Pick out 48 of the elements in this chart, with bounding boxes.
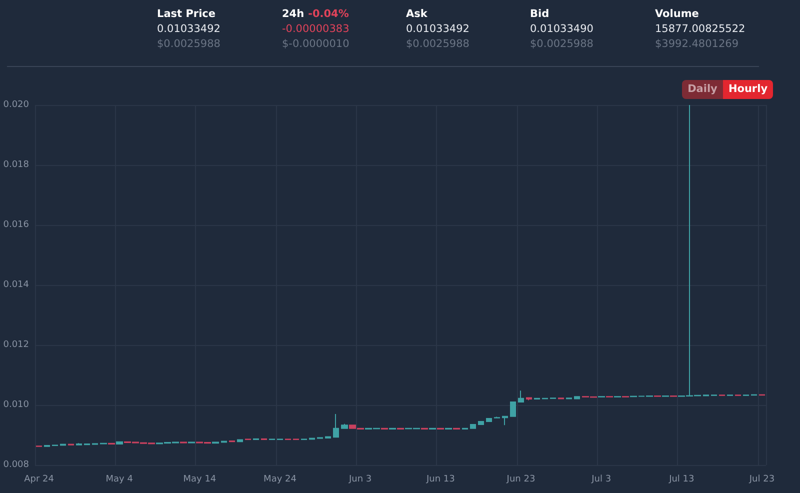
candlestick (333, 414, 339, 438)
text: $0.0025988 (406, 38, 470, 50)
text: -0.00000383 (282, 23, 350, 35)
x-tick-label: May 14 (183, 474, 216, 484)
candlestick (510, 402, 516, 417)
candlestick (478, 421, 484, 425)
text: $-0.0000010 (282, 38, 350, 50)
x-tick-label: Jun 13 (425, 474, 455, 484)
text: 0.01033490 (530, 23, 594, 35)
hourly-button[interactable]: Hourly (723, 80, 773, 99)
text: Last Price (157, 8, 216, 20)
x-tick-label: May 24 (264, 474, 297, 484)
x-tick-label: Jul 13 (668, 474, 694, 484)
text: 24h (282, 8, 304, 20)
text: Volume (655, 8, 699, 20)
candlestick (518, 390, 524, 402)
y-tick-label: 0.016 (3, 220, 30, 230)
candlestick (574, 396, 580, 400)
text: $3992.4801269 (655, 38, 739, 50)
text: 15877.00825522 (655, 23, 746, 35)
y-tick-label: 0.012 (3, 340, 29, 350)
x-tick-label: Jun 23 (506, 474, 536, 484)
text: $0.0025988 (530, 38, 594, 50)
x-tick-label: Jun 3 (348, 474, 372, 484)
x-tick-label: Jul 3 (590, 474, 612, 484)
y-tick-label: 0.010 (3, 400, 30, 410)
text: $0.0025988 (157, 38, 220, 50)
text: -0.04% (308, 8, 349, 20)
x-tick-label: May 4 (106, 474, 134, 484)
y-tick-label: 0.008 (3, 460, 30, 470)
daily-button[interactable]: Daily (682, 80, 723, 99)
candlestick (486, 418, 492, 422)
y-tick-label: 0.020 (3, 100, 30, 110)
candlestick (470, 424, 476, 429)
text: 0.01033492 (157, 23, 220, 35)
candlestick (341, 423, 348, 429)
x-tick-label: Apr 24 (24, 474, 54, 484)
candlestick (116, 441, 123, 444)
candlestick (526, 397, 532, 401)
x-tick-label: Jul 23 (748, 474, 775, 484)
text: Bid (530, 8, 550, 20)
y-tick-label: 0.018 (3, 160, 30, 170)
text: 0.01033492 (406, 23, 470, 35)
candlestick (76, 442, 82, 446)
candlestick (502, 416, 508, 426)
candlestick (237, 439, 243, 442)
y-tick-label: 0.014 (3, 280, 30, 290)
text: Ask (406, 8, 428, 20)
